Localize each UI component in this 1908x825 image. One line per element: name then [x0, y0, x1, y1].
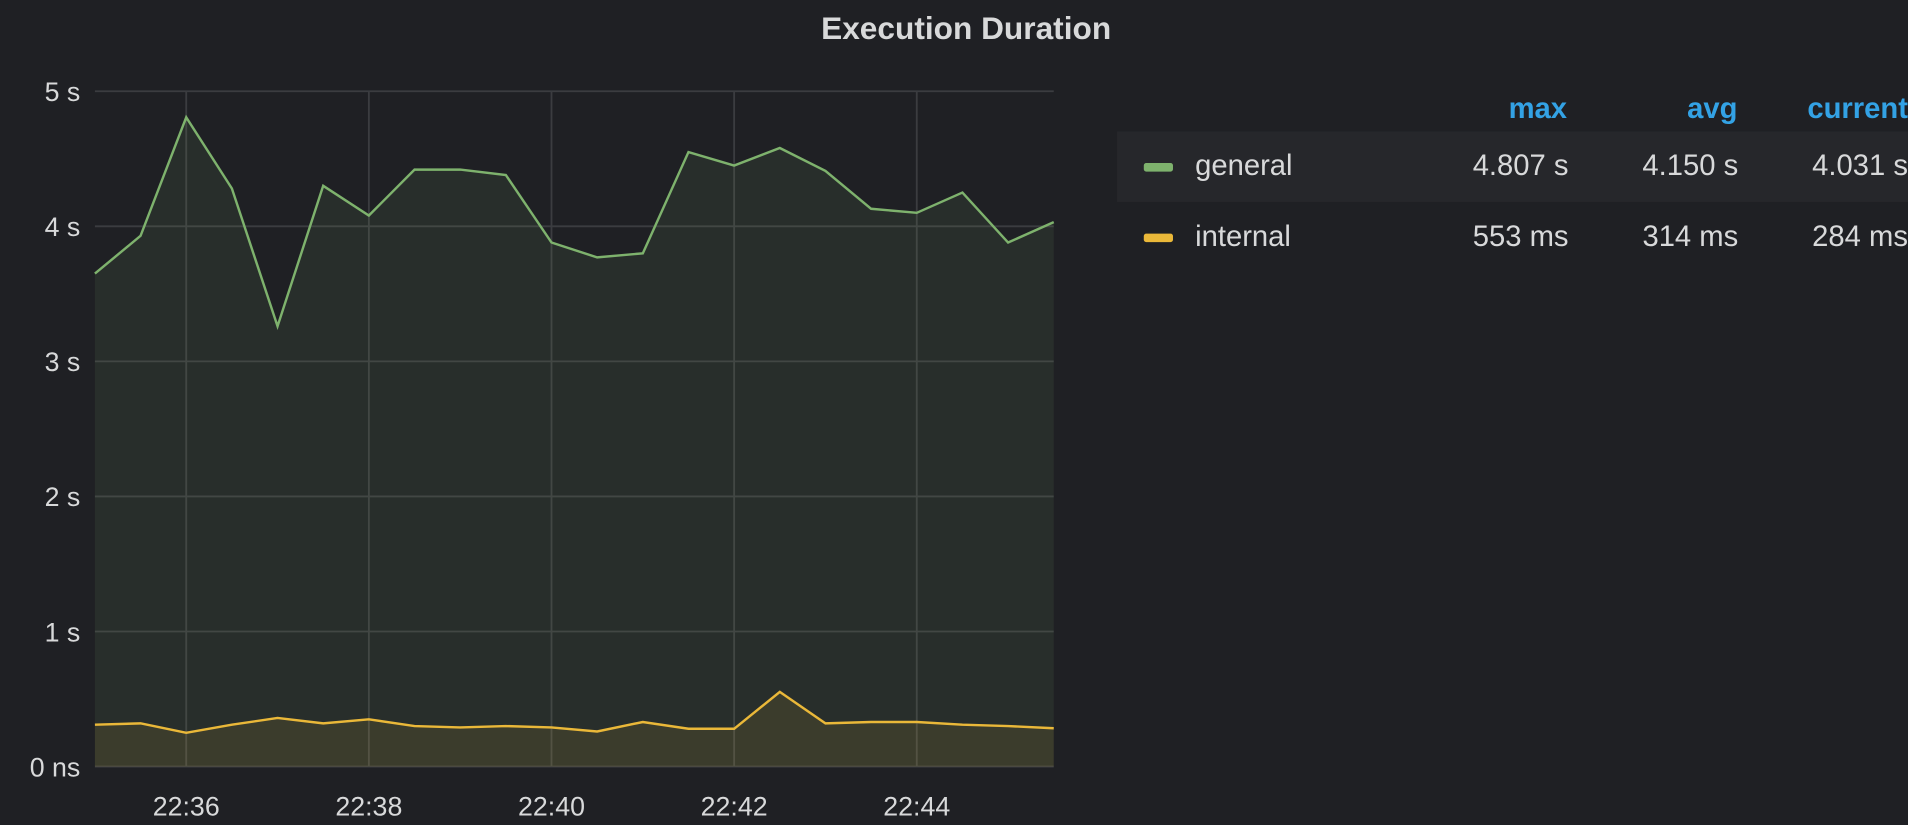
data-point-general: [959, 189, 966, 196]
data-point-internal: [548, 724, 555, 731]
data-point-internal: [639, 718, 646, 725]
legend: max avg current general 4.807 s 4.150 s …: [1117, 88, 1908, 273]
data-point-internal: [457, 724, 464, 731]
y-tick-label: 3 s: [45, 347, 81, 377]
legend-row-internal[interactable]: internal 553 ms 314 ms 284 ms: [1117, 202, 1908, 273]
series-line-internal: [94, 690, 1054, 735]
series-color-swatch-icon[interactable]: [1143, 162, 1174, 171]
data-point-general: [730, 162, 737, 169]
data-point-general: [685, 148, 692, 155]
data-point-general: [822, 167, 829, 174]
x-tick-label: 22:44: [883, 791, 950, 821]
data-point-general: [867, 205, 874, 212]
data-point-general: [228, 185, 235, 192]
data-point-internal: [365, 716, 372, 723]
series-area-internal: [94, 691, 1054, 767]
legend-header: max avg current: [1117, 88, 1908, 132]
data-point-general: [913, 209, 920, 216]
legend-header-current[interactable]: current: [1807, 92, 1908, 126]
x-tick-label: 22:36: [153, 791, 220, 821]
data-point-general: [137, 232, 144, 239]
data-point-general: [548, 239, 555, 246]
data-point-internal: [776, 688, 783, 695]
data-point-general: [594, 254, 601, 261]
y-tick-label: 0 ns: [30, 752, 81, 782]
data-point-internal: [594, 728, 601, 735]
data-point-internal: [502, 722, 509, 729]
legend-header-avg[interactable]: avg: [1687, 92, 1738, 126]
legend-current: 284 ms: [1812, 220, 1908, 254]
x-tick-label: 22:42: [701, 791, 768, 821]
data-point-internal: [1004, 722, 1011, 729]
chart-title: Execution Duration: [821, 9, 1112, 47]
data-point-internal: [137, 720, 144, 727]
data-point-general: [411, 166, 418, 173]
x-tick-label: 22:38: [335, 791, 402, 821]
y-tick-label: 1 s: [45, 617, 81, 647]
series-area-general: [94, 117, 1054, 767]
data-point-internal: [274, 714, 281, 721]
data-point-general: [365, 212, 372, 219]
data-point-general: [1004, 239, 1011, 246]
data-point-general: [320, 182, 327, 189]
data-point-internal: [685, 725, 692, 732]
y-tick-label: 4 s: [45, 212, 81, 242]
y-tick-label: 5 s: [45, 77, 81, 107]
data-point-internal: [183, 729, 190, 736]
series-line-general: [94, 114, 1055, 331]
legend-current: 4.031 s: [1812, 149, 1908, 183]
data-point-internal: [228, 721, 235, 728]
data-point-general: [183, 114, 190, 121]
data-point-general: [502, 171, 509, 178]
data-point-general: [1050, 218, 1057, 225]
data-point-general: [776, 144, 783, 151]
data-point-internal: [959, 721, 966, 728]
data-point-general: [457, 166, 464, 173]
legend-row-general[interactable]: general 4.807 s 4.150 s 4.031 s: [1117, 131, 1908, 202]
data-point-internal: [1050, 725, 1057, 732]
x-tick-label: 22:40: [518, 791, 585, 821]
data-point-general: [91, 270, 98, 277]
data-point-internal: [867, 718, 874, 725]
data-point-internal: [320, 720, 327, 727]
data-point-internal: [822, 720, 829, 727]
legend-header-max[interactable]: max: [1508, 92, 1568, 126]
data-point-internal: [411, 722, 418, 729]
data-point-internal: [913, 718, 920, 725]
legend-series-name[interactable]: internal: [1195, 220, 1291, 254]
legend-max: 4.807 s: [1472, 149, 1569, 183]
plot-area[interactable]: 0 ns 1 s 2 s 3 s 4 s 5 s 22:36 22:38 22:40 22:42 2…: [0, 0, 1095, 825]
legend-avg: 314 ms: [1642, 220, 1739, 254]
legend-max: 553 ms: [1472, 220, 1569, 254]
y-tick-label: 2 s: [45, 482, 81, 512]
data-point-internal: [730, 725, 737, 732]
series-color-swatch-icon[interactable]: [1143, 233, 1174, 242]
legend-avg: 4.150 s: [1642, 149, 1739, 183]
data-point-internal: [91, 721, 98, 728]
legend-series-name[interactable]: general: [1195, 149, 1293, 183]
data-point-general: [639, 250, 646, 257]
data-point-general: [274, 323, 281, 330]
